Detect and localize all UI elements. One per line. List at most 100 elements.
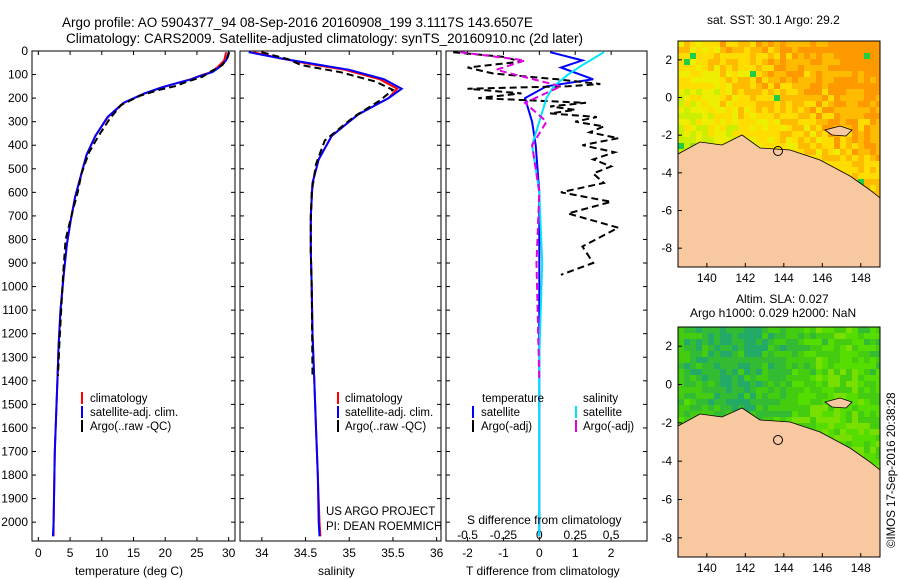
difference-legend: temperature salinity satellite Argo(-adj…: [472, 393, 634, 433]
map-cell: [864, 399, 870, 405]
map-cell: [750, 59, 756, 65]
map-cell: [684, 89, 690, 95]
map-cell: [840, 41, 846, 47]
x-tick-label: 20: [159, 546, 173, 560]
map-cell: [840, 417, 846, 423]
map-cell: [816, 327, 822, 333]
depth-tick-label: 900: [8, 256, 28, 270]
map-cell: [804, 381, 810, 387]
map-cell: [780, 119, 786, 125]
map-cell: [876, 41, 880, 47]
map-cell: [762, 77, 768, 83]
map-cell: [834, 345, 840, 351]
map-cell: [828, 107, 834, 113]
map-cell: [816, 357, 822, 363]
map-cell: [870, 459, 876, 465]
depth-tick-label: 800: [8, 232, 28, 246]
map-cell: [768, 41, 774, 47]
map-cell: [720, 375, 726, 381]
map-cell: [702, 399, 708, 405]
map-cell: [768, 381, 774, 387]
map-cell: [798, 59, 804, 65]
map-cell: [708, 375, 714, 381]
map-cell: [828, 357, 834, 363]
map-cell: [714, 53, 720, 59]
map-cell: [678, 143, 684, 149]
map-cell: [690, 59, 696, 65]
map-cell: [810, 149, 816, 155]
map-cell: [864, 155, 870, 161]
map-cell: [792, 137, 798, 143]
map-cell: [852, 101, 858, 107]
map-cell: [702, 83, 708, 89]
map-cell: [720, 83, 726, 89]
map-cell: [750, 327, 756, 333]
map-cell: [678, 125, 684, 131]
map-cell: [786, 351, 792, 357]
map-cell: [822, 429, 828, 435]
map-cell: [864, 53, 870, 59]
map-cell: [738, 59, 744, 65]
map-cell: [768, 65, 774, 71]
map-cell: [774, 327, 780, 333]
map-cell: [690, 47, 696, 53]
map-cell: [804, 423, 810, 429]
map-cell: [816, 143, 822, 149]
map-cell: [690, 125, 696, 131]
figure-title-line1: Argo profile: AO 5904377_94 08-Sep-2016 …: [62, 15, 533, 30]
map-cell: [798, 89, 804, 95]
map-cell: [876, 459, 880, 465]
map-cell: [840, 101, 846, 107]
map-cell: [696, 125, 702, 131]
map-cell: [804, 375, 810, 381]
map-cell: [864, 363, 870, 369]
map-cell: [864, 453, 870, 459]
map-cell: [858, 119, 864, 125]
map-cell: [822, 155, 828, 161]
map-cell: [732, 65, 738, 71]
map-cell: [792, 53, 798, 59]
map-cell: [834, 107, 840, 113]
map-cell: [738, 41, 744, 47]
map-cell: [786, 83, 792, 89]
map-cell: [828, 47, 834, 53]
map-cell: [870, 113, 876, 119]
map-cell: [858, 357, 864, 363]
map-cell: [876, 77, 880, 83]
map-cell: [696, 119, 702, 125]
map-cell: [834, 41, 840, 47]
map-cell: [684, 405, 690, 411]
map-cell: [726, 41, 732, 47]
map-cell: [720, 131, 726, 137]
map-cell: [840, 381, 846, 387]
map-cell: [840, 351, 846, 357]
map-cell: [678, 357, 684, 363]
map-cell: [726, 95, 732, 101]
map-cell: [750, 381, 756, 387]
x-tick-label: 30: [222, 546, 236, 560]
map-cell: [846, 131, 852, 137]
map-cell: [690, 393, 696, 399]
map-cell: [708, 47, 714, 53]
map-cell: [720, 381, 726, 387]
difference-legend-item: satellite: [481, 407, 520, 419]
sst-map-axes: 140 142 144 146 148 2 0 -2 -4 -6 -8: [661, 53, 871, 285]
map-cell: [738, 125, 744, 131]
map-cell: [840, 83, 846, 89]
map-cell: [816, 47, 822, 53]
map-cell: [810, 357, 816, 363]
map-cell: [858, 387, 864, 393]
map-cell: [732, 399, 738, 405]
map-cell: [846, 339, 852, 345]
map-cell: [702, 339, 708, 345]
map-cell: [756, 89, 762, 95]
map-cell: [756, 65, 762, 71]
map-cell: [678, 47, 684, 53]
map-cell: [816, 53, 822, 59]
map-cell: [816, 125, 822, 131]
map-cell: [804, 357, 810, 363]
map-cell: [822, 393, 828, 399]
map-cell: [822, 65, 828, 71]
map-cell: [846, 387, 852, 393]
map-cell: [714, 411, 720, 417]
